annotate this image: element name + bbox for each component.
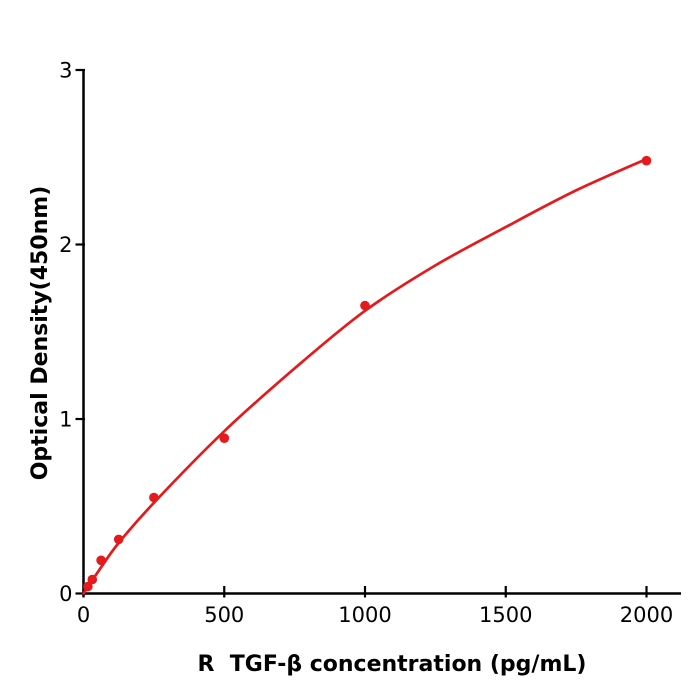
y-tick-label: 3: [59, 59, 72, 83]
fit-curve: [82, 157, 648, 595]
data-point: [87, 574, 98, 585]
data-point: [149, 492, 159, 503]
data-point: [219, 433, 230, 444]
x-tick-label: 500: [204, 603, 244, 627]
data-point: [83, 581, 93, 592]
x-tick-label: 2000: [620, 603, 673, 627]
x-tick-label: 1500: [479, 603, 532, 627]
x-axis-title: R TGF-β concentration (pg/mL): [197, 652, 587, 677]
data-point: [641, 155, 652, 166]
data-point: [96, 555, 106, 566]
x-tick-label: 0: [77, 603, 90, 627]
data-point: [113, 534, 124, 545]
y-tick-label: 1: [59, 408, 72, 432]
y-axis-title: Optical Density(450nm): [28, 185, 53, 481]
x-tick-label: 1000: [338, 603, 391, 627]
data-point: [360, 300, 370, 311]
y-tick-label: 2: [59, 233, 72, 257]
y-tick-label: 0: [59, 582, 72, 606]
